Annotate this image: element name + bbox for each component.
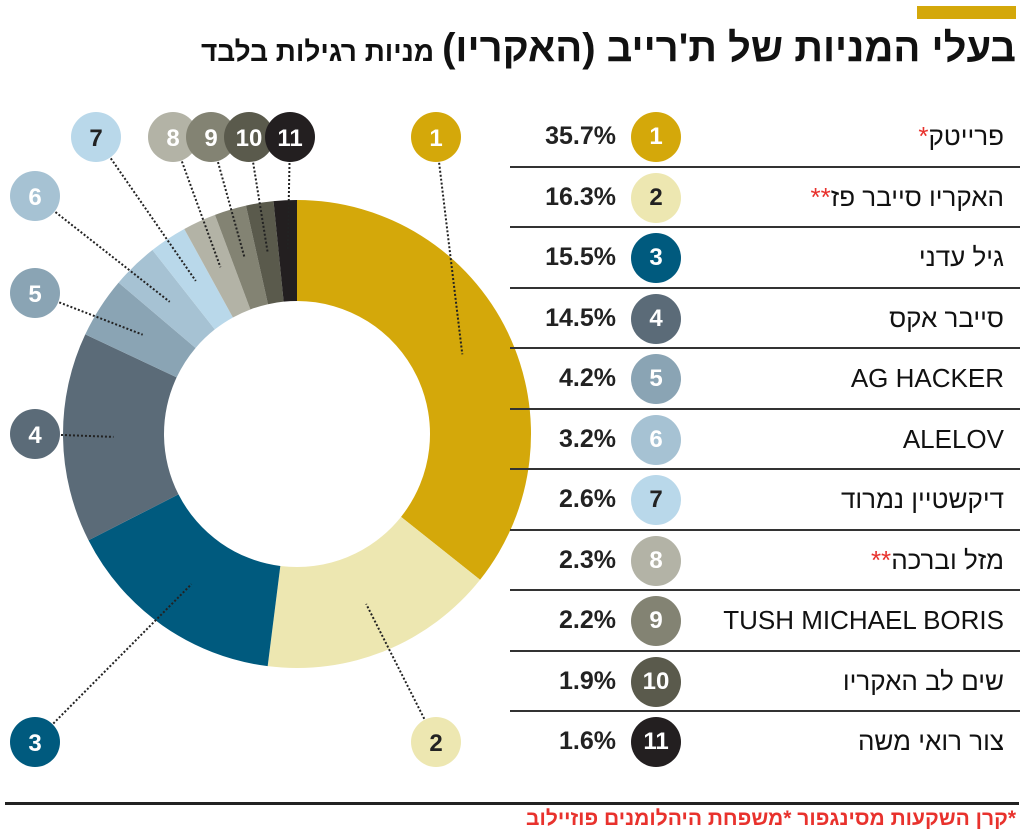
slice-label-badge-1 [411, 112, 461, 162]
legend-badge: 4 [631, 293, 681, 344]
share-percent: 16.3% [545, 182, 616, 211]
slice-label-badge-10 [224, 112, 274, 162]
slice-label-8: 8 [166, 125, 179, 152]
footnote-marker: * [918, 121, 929, 151]
legend-table: פרייטק* 1 35.7% האקריו סייבר פז** 2 16.3%… [510, 107, 1020, 773]
holder-name: גיל עדני [918, 242, 1004, 272]
legend-badge: 7 [631, 475, 681, 525]
legend-badge: 10 [631, 656, 681, 707]
slice-label-1: 1 [429, 125, 442, 152]
legend-row: צור רואי משה 11 1.6% [510, 712, 1020, 773]
slice-label-7: 7 [89, 125, 102, 152]
holder-name: סייבר אקס [889, 302, 1004, 333]
leader-line-8 [180, 161, 222, 268]
legend-badge: 9 [631, 596, 681, 646]
leader-line-7 [109, 157, 197, 282]
footnote-marker: ** [810, 181, 831, 212]
donut-slice-7 [152, 228, 233, 330]
legend-badge: 2 [631, 172, 681, 223]
legend-badge: 8 [631, 535, 681, 586]
title-main: בעלי המניות של ת'רייב (האקריו) [442, 26, 1016, 70]
share-percent: 1.9% [559, 666, 616, 695]
holder-name: פרייטק* [918, 121, 1004, 151]
slice-label-badge-9 [186, 112, 236, 162]
share-percent: 4.2% [559, 364, 616, 392]
slice-label-badge-7 [71, 112, 121, 162]
slice-label-badge-8 [148, 112, 198, 162]
donut-slice-10 [245, 201, 284, 305]
holder-name: שים לב האקריו [842, 665, 1004, 696]
donut-slice-2 [267, 516, 481, 668]
slice-label-badge-2 [411, 717, 461, 767]
slice-label-badge-5 [10, 268, 60, 318]
slice-label-10: 10 [236, 125, 263, 152]
share-percent: 2.6% [559, 485, 616, 513]
slice-label-6: 6 [28, 184, 41, 211]
slice-label-badge-6 [10, 171, 60, 221]
legend-row: ALELOV 6 3.2% [510, 410, 1020, 470]
slice-label-11: 11 [277, 125, 302, 152]
slice-label-2: 2 [429, 730, 442, 757]
leader-line-11 [286, 162, 291, 251]
chart-title: בעלי המניות של ת'רייב (האקריו)מניות רגיל… [201, 26, 1016, 71]
accent-bar [917, 6, 1016, 19]
legend-row: מזל וברכה** 8 2.3% [510, 531, 1020, 591]
legend-row: סייבר אקס 4 14.5% [510, 289, 1020, 349]
legend-row: גיל עדני 3 15.5% [510, 228, 1020, 289]
leader-line-3 [52, 583, 193, 725]
legend-badge: 3 [631, 233, 681, 283]
slice-label-3: 3 [28, 730, 41, 757]
donut-slice-3 [88, 494, 281, 667]
donut-slice-9 [214, 205, 268, 310]
legend-badge: 6 [631, 414, 681, 465]
donut-slice-5 [85, 282, 196, 378]
leader-line-5 [58, 301, 144, 336]
leader-line-4 [60, 433, 114, 438]
slice-label-5: 5 [28, 281, 41, 308]
legend-row: דיקשטיין נמרוד 7 2.6% [510, 470, 1020, 531]
legend-badge: 5 [631, 354, 681, 404]
slice-label-badge-3 [10, 717, 60, 767]
donut-slice-1 [297, 200, 531, 580]
share-percent: 3.2% [559, 424, 616, 453]
leader-line-9 [217, 161, 246, 259]
legend-badge: 11 [631, 717, 681, 767]
share-percent: 35.7% [545, 122, 616, 150]
legend-row: AG HACKER 5 4.2% [510, 349, 1020, 410]
leader-line-6 [54, 211, 171, 303]
leader-line-10 [252, 162, 269, 254]
slice-label-badge-11 [265, 112, 315, 162]
holder-name: דיקשטיין נמרוד [841, 484, 1004, 514]
legend-row: TUSH MICHAEL BORIS 9 2.2% [510, 591, 1020, 652]
holder-name: מזל וברכה** [870, 544, 1004, 575]
legend-row: שים לב האקריו 10 1.9% [510, 652, 1020, 712]
legend-badge: 1 [631, 112, 681, 162]
footer-divider [5, 802, 1019, 805]
leader-line-2 [365, 603, 426, 720]
footnote: *קרן השקעות מסינגפור *משפחת היהלומנים פו… [526, 807, 1016, 830]
footnote-marker: ** [870, 544, 892, 575]
share-percent: 15.5% [545, 243, 616, 271]
legend-row: פרייטק* 1 35.7% [510, 107, 1020, 168]
donut-slice-4 [62, 334, 179, 541]
holder-name: AG HACKER [850, 363, 1004, 393]
slice-label-badge-4 [10, 409, 60, 459]
slice-label-4: 4 [28, 422, 42, 449]
donut-slice-8 [184, 214, 251, 318]
title-sub: מניות רגילות בלבד [200, 36, 435, 67]
slice-label-9: 9 [204, 125, 217, 152]
holder-name: TUSH MICHAEL BORIS [723, 605, 1004, 635]
holder-name: ALELOV [902, 423, 1004, 454]
holder-name: האקריו סייבר פז** [810, 181, 1004, 212]
share-percent: 2.3% [559, 545, 616, 574]
legend-row: האקריו סייבר פז** 2 16.3% [510, 168, 1020, 228]
share-percent: 1.6% [559, 727, 616, 755]
donut-slice-11 [273, 200, 297, 302]
share-percent: 14.5% [545, 303, 616, 332]
share-percent: 2.2% [559, 606, 616, 634]
holder-name: צור רואי משה [857, 726, 1004, 756]
leader-line-1 [438, 162, 464, 355]
